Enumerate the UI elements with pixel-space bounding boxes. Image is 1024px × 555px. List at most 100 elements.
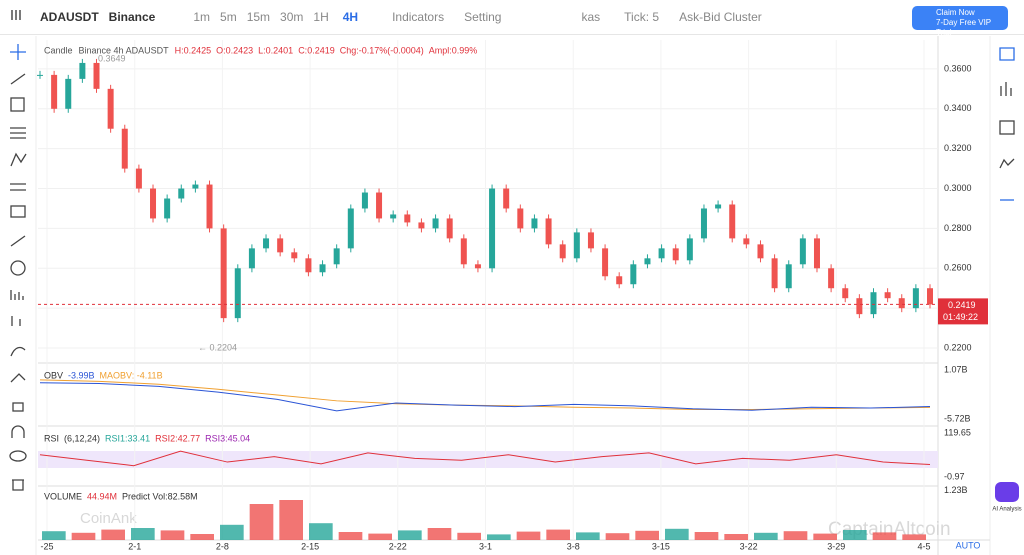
candle (347, 208, 354, 249)
x-tick-label: -25 (40, 541, 53, 551)
volume-bar (71, 532, 96, 540)
candle (870, 292, 877, 315)
candle (361, 192, 368, 209)
y-tick-label: 0.2600 (944, 263, 972, 273)
candle (644, 258, 651, 265)
candle (729, 204, 736, 239)
candle (715, 204, 722, 209)
volume-bar (368, 533, 392, 540)
candle (432, 218, 439, 229)
panel-label: RSI3:45.04 (205, 433, 250, 443)
promo-button[interactable]: Claim Now 7-Day Free VIP Trial (912, 6, 1008, 37)
candle (404, 214, 411, 223)
candle (460, 238, 467, 265)
candle (602, 248, 609, 277)
volume-bar (279, 500, 303, 540)
x-tick-label: 3-8 (567, 541, 580, 551)
kas-button[interactable]: kas (581, 10, 601, 24)
legend-value: Chg:-0.17%(-0.0004) (340, 45, 424, 55)
indicators-button[interactable]: Indicators (392, 10, 445, 24)
legend-text: Candle (44, 45, 73, 55)
volume-bar (902, 534, 926, 540)
volume-bar (843, 530, 867, 540)
x-tick-label: 2-15 (301, 541, 319, 551)
legend-value: L:0.2401 (258, 45, 293, 55)
candle (912, 288, 919, 309)
candle (503, 188, 510, 209)
volume-bar (457, 532, 481, 540)
legend-text: Binance 4h ADAUSDT (79, 45, 170, 55)
legend-value: Ampl:0.99% (429, 45, 478, 55)
volume-bar (487, 534, 511, 540)
volume-bar (220, 524, 244, 540)
candle (234, 268, 241, 319)
interval[interactable]: 1H (313, 10, 329, 24)
panel-label: RSI (44, 433, 59, 443)
setting-button[interactable]: Setting (464, 10, 502, 24)
volume-bar (516, 531, 541, 540)
tool-icons (9, 10, 1015, 491)
volume-bar (605, 533, 630, 540)
y-tick-label: 1.23B (944, 485, 968, 495)
top-bar: ADAUSDT Binance 1m 5m 15m 30m 1H 4H Indi… (0, 0, 1024, 37)
panel-label: MAOBV: -4.11B (100, 370, 163, 380)
x-tick-label: 3-29 (827, 541, 845, 551)
y-tick-label: 0.3000 (944, 183, 972, 193)
volume-bar (754, 532, 778, 540)
volume-bar (398, 530, 422, 540)
high-label: 0.3649 (98, 53, 126, 63)
candle (135, 168, 142, 189)
volume-bar (546, 529, 570, 540)
y-tick-label: 0.3400 (944, 103, 972, 113)
candle (517, 208, 524, 229)
candle (658, 248, 665, 259)
candle (248, 248, 255, 269)
y-tick-label: 119.65 (944, 427, 971, 437)
candle (107, 88, 114, 129)
candle (220, 228, 227, 319)
line (39, 382, 931, 412)
panel-label: OBV (44, 370, 63, 380)
candle (376, 192, 383, 219)
line (39, 450, 931, 467)
x-tick-label: 3-1 (479, 541, 492, 551)
candle (319, 264, 326, 273)
panel-label: RSI1:33.41 (105, 433, 150, 443)
x-tick-label: 2-22 (389, 541, 407, 551)
volume-bar (576, 532, 600, 540)
candle (277, 238, 284, 253)
volume-bar (101, 529, 125, 540)
ai-button[interactable] (995, 482, 1019, 502)
candle (206, 184, 213, 229)
candle (178, 188, 185, 199)
legend-value: C:0.2419 (298, 45, 335, 55)
volume-bar (160, 530, 185, 540)
interval[interactable]: 15m (246, 10, 271, 24)
candle (545, 218, 552, 245)
interval[interactable]: 1m (193, 10, 211, 24)
interval[interactable]: 5m (220, 10, 237, 24)
volume-bar (338, 532, 363, 540)
exchange: Binance (108, 10, 156, 24)
candle (757, 244, 764, 259)
auto-button[interactable]: AUTO (956, 540, 981, 550)
candle (305, 258, 312, 273)
y-tick-label: 0.3200 (944, 143, 972, 153)
panel-label: 44.94M (87, 491, 117, 501)
candle (785, 264, 792, 289)
interval[interactable]: 30m (280, 10, 304, 24)
tick-select[interactable]: Tick: 5 (624, 10, 660, 24)
cluster-button[interactable]: Ask-Bid Cluster (679, 10, 762, 24)
interval[interactable]: 4H (342, 10, 359, 24)
x-tick-label: 2-8 (216, 541, 229, 551)
candle (630, 264, 637, 285)
y-tick-label: 1.07B (944, 364, 968, 374)
candle (418, 222, 425, 229)
symbol[interactable]: ADAUSDT (40, 10, 99, 24)
candle (700, 208, 707, 239)
volume-bar (190, 534, 214, 540)
volume-bar (249, 504, 274, 540)
x-tick-label: 3-22 (740, 541, 758, 551)
candle (121, 128, 128, 169)
